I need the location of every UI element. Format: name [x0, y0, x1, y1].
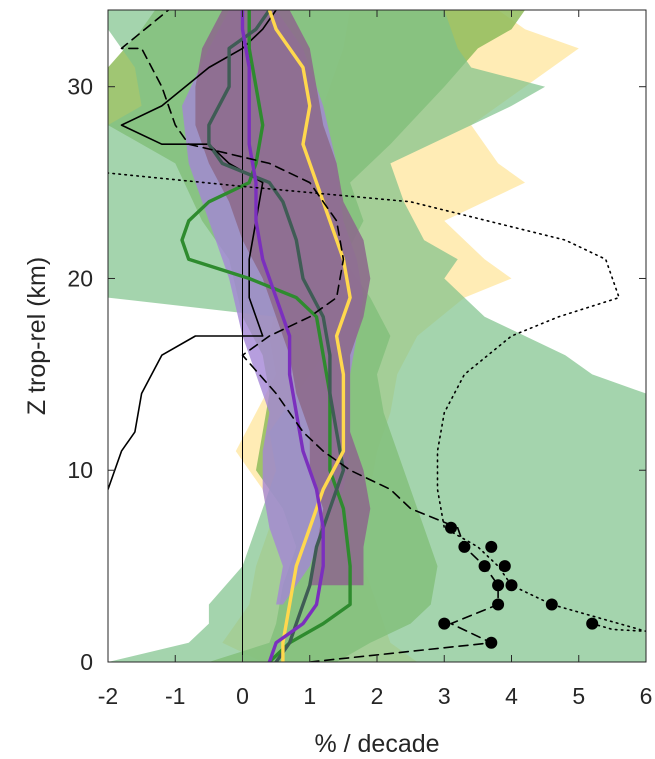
- marker-point-1: [438, 617, 451, 630]
- series-line-0: [108, 10, 277, 491]
- x-tick-label: -2: [98, 683, 118, 709]
- marker-point-0: [485, 636, 498, 649]
- x-tick-label: 0: [236, 683, 249, 709]
- x-tick-label: 5: [572, 683, 585, 709]
- marker-point-11: [445, 521, 457, 534]
- x-tick-label: 6: [640, 683, 653, 709]
- y-tick-label: 30: [67, 74, 93, 100]
- marker-point-7: [478, 560, 491, 573]
- series-line-1: [180, 10, 352, 662]
- x-axis-label: % / decade: [314, 730, 439, 758]
- y-tick-label: 0: [80, 649, 93, 675]
- y-axis-label: Z trop-rel (km): [23, 257, 51, 415]
- x-tick-label: 2: [371, 683, 384, 709]
- marker-point-10: [485, 540, 498, 553]
- observation-markers: [438, 521, 599, 649]
- marker-point-8: [498, 560, 511, 573]
- x-tick-label: 3: [438, 683, 451, 709]
- trend-lines: [108, 10, 646, 662]
- marker-point-5: [492, 579, 505, 592]
- series-line-3: [267, 10, 352, 662]
- axes: -2 -1 0 1 2 3 4 5 6 0 10 20 30: [67, 9, 653, 709]
- marker-point-6: [505, 579, 518, 592]
- x-tick-label: -1: [165, 683, 185, 709]
- x-tick-label: 4: [505, 683, 518, 709]
- marker-point-4: [545, 598, 558, 611]
- series-line-6: [108, 172, 646, 633]
- marker-point-9: [458, 540, 471, 553]
- y-tick-label: 20: [67, 265, 93, 291]
- marker-point-3: [492, 598, 505, 611]
- marker-point-2: [586, 617, 599, 630]
- series-line-4: [240, 10, 325, 662]
- series-line-5: [120, 10, 499, 662]
- y-tick-label: 10: [67, 457, 93, 483]
- x-tick-label: 1: [303, 683, 316, 709]
- series-line-2: [207, 10, 346, 662]
- band-4: [195, 10, 371, 586]
